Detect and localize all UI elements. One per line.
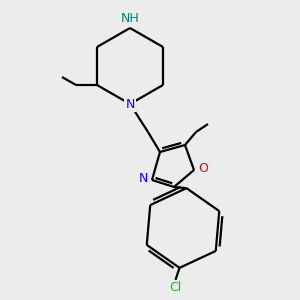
- Text: NH: NH: [121, 11, 140, 25]
- Text: Cl: Cl: [169, 281, 181, 294]
- Text: O: O: [198, 161, 208, 175]
- Text: N: N: [125, 98, 135, 110]
- Text: N: N: [138, 172, 148, 184]
